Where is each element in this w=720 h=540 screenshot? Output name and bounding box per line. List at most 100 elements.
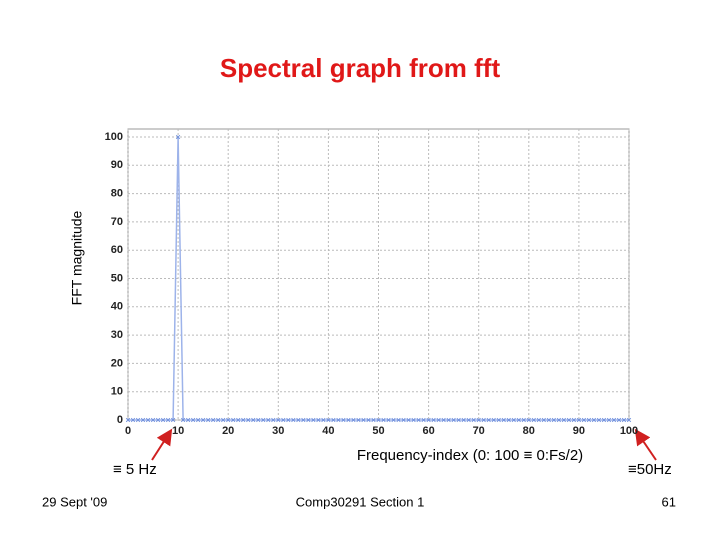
data-point: [331, 417, 336, 423]
data-point: [155, 417, 161, 423]
data-point: [361, 417, 366, 423]
data-point: [261, 417, 266, 423]
data-point: [591, 417, 597, 423]
data-point: [441, 417, 446, 423]
data-point: [621, 417, 627, 423]
data-point: [276, 417, 281, 423]
data-point: [271, 417, 276, 423]
data-point: [446, 417, 451, 423]
y-tick-label: 90: [111, 159, 123, 171]
data-point: [556, 417, 562, 423]
data-point: [140, 417, 146, 423]
data-point: [251, 417, 256, 423]
y-tick-label: 100: [105, 131, 123, 143]
data-point: [200, 417, 206, 423]
data-point: [356, 417, 361, 423]
data-point: [576, 417, 582, 423]
footer-date: 29 Sept '09: [42, 494, 107, 509]
data-point: [256, 417, 261, 423]
annotation-arrow: [151, 428, 173, 461]
data-point: [296, 417, 301, 423]
x-tick-label: 0: [125, 425, 131, 437]
data-point: [396, 417, 401, 423]
data-point: [496, 417, 501, 423]
data-point: [536, 417, 541, 423]
data-point: [366, 417, 371, 423]
data-point: [216, 417, 221, 423]
data-point: [421, 417, 426, 423]
data-point: [516, 417, 521, 423]
data-point: [170, 417, 176, 423]
data-point: [376, 417, 381, 423]
annotation-arrow: [634, 428, 657, 461]
data-point: [476, 417, 481, 423]
data-point: [130, 417, 136, 423]
y-tick-label: 0: [117, 414, 123, 426]
data-point: [175, 134, 181, 140]
data-point: [160, 417, 166, 423]
y-tick-label: 40: [111, 301, 123, 313]
annotation: ≡ 5 Hz: [113, 461, 157, 478]
data-point: [436, 417, 441, 423]
data-point: [246, 417, 251, 423]
x-axis-label: Frequency-index (0: 100 ≡ 0:Fs/2): [357, 447, 583, 464]
data-point: [626, 417, 632, 423]
data-point: [616, 417, 622, 423]
y-tick-label: 60: [111, 244, 123, 256]
data-point: [221, 417, 226, 423]
data-point: [125, 417, 131, 423]
y-tick-label: 50: [111, 272, 123, 284]
data-point: [461, 417, 466, 423]
data-point: [336, 417, 341, 423]
data-point: [226, 417, 231, 423]
data-point: [541, 417, 546, 423]
data-point: [291, 417, 296, 423]
x-tick-label: 20: [222, 425, 234, 437]
data-point: [180, 417, 186, 423]
data-point: [371, 417, 376, 423]
x-tick-label: 70: [473, 425, 485, 437]
data-point: [456, 417, 461, 423]
y-tick-label: 20: [111, 357, 123, 369]
data-point: [546, 417, 551, 423]
data-point: [551, 417, 557, 423]
data-point: [531, 417, 536, 423]
data-point: [266, 417, 271, 423]
data-point: [561, 417, 567, 423]
y-axis-label: FFT magnitude: [69, 210, 85, 305]
data-point: [190, 417, 196, 423]
data-point: [316, 417, 321, 423]
data-point: [511, 417, 516, 423]
data-point: [491, 417, 496, 423]
data-point: [165, 417, 171, 423]
data-point: [571, 417, 577, 423]
data-point: [326, 417, 331, 423]
data-point: [306, 417, 311, 423]
data-point: [581, 417, 587, 423]
x-tick-label: 80: [523, 425, 535, 437]
data-point: [586, 417, 592, 423]
data-point: [506, 417, 511, 423]
footer-course: Comp30291 Section 1: [296, 494, 425, 509]
x-tick-label: 50: [372, 425, 384, 437]
data-point: [195, 417, 201, 423]
data-point: [486, 417, 491, 423]
data-point: [346, 417, 351, 423]
plot: 0 10 20 30 40 50 60 70 80 90 100 0 10 20 30 40 50 60 70 80 9…: [105, 128, 638, 437]
data-point: [351, 417, 356, 423]
data-point: [566, 417, 572, 423]
data-point: [206, 417, 211, 423]
y-tick-label: 10: [111, 386, 123, 398]
data-point: [601, 417, 607, 423]
data-point: [386, 417, 391, 423]
data-point: [406, 417, 411, 423]
data-point: [241, 417, 246, 423]
data-point: [150, 417, 156, 423]
data-point: [426, 417, 431, 423]
data-point: [135, 417, 141, 423]
data-point: [211, 417, 216, 423]
data-point: [231, 417, 236, 423]
data-point: [311, 417, 316, 423]
x-tick-label: 10: [172, 425, 184, 437]
data-point: [471, 417, 476, 423]
